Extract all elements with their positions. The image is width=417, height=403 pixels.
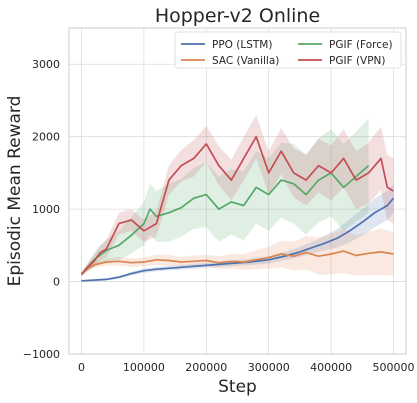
y-tick-label: 2000 (32, 131, 60, 144)
legend-label: SAC (Vanilla) (212, 55, 279, 67)
x-tick-label: 300000 (248, 361, 290, 374)
series-lines (80, 135, 395, 282)
series-line (80, 135, 394, 275)
legend-box (174, 31, 402, 69)
x-tick-label: 0 (78, 361, 85, 374)
x-tick-label: 200000 (185, 361, 227, 374)
x-axis-label: Step (218, 377, 257, 397)
y-tick-label: 0 (53, 276, 60, 289)
legend: PPO (LSTM) SAC (Vanilla) PGIF (Force) PGIF … (174, 31, 402, 69)
y-tick-label: 3000 (32, 58, 60, 71)
y-tick-label: 1000 (32, 203, 60, 216)
y-tick-label: −1000 (23, 348, 60, 361)
series-band (81, 228, 394, 276)
x-tick-label: 500000 (373, 361, 415, 374)
series-line (80, 250, 394, 275)
legend-label: PPO (LSTM) (212, 39, 272, 51)
series-line (80, 164, 370, 275)
series-band (81, 114, 394, 276)
series-line (81, 197, 395, 282)
tick-labels: 0 100000 200000 300000 400000 500000 −1000 0 100… (23, 58, 415, 374)
chart-title: Hopper-v2 Online (155, 5, 320, 27)
x-tick-label: 400000 (310, 361, 352, 374)
x-tick-label: 100000 (123, 361, 165, 374)
legend-label: PGIF (VPN) (329, 55, 386, 67)
y-axis-label: Episodic Mean Reward (5, 96, 25, 287)
series-band (81, 118, 369, 277)
legend-label: PGIF (Force) (329, 39, 393, 51)
plot-frame (68, 27, 407, 355)
